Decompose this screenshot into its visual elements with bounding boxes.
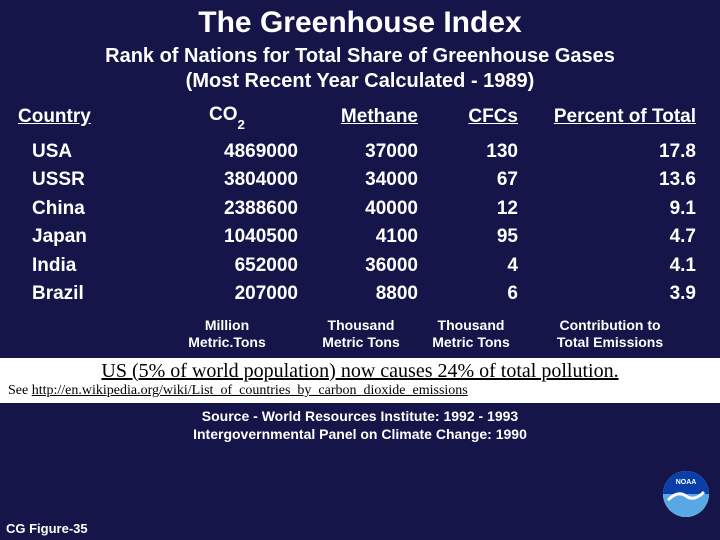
cell-country: USSR bbox=[18, 166, 156, 195]
cell-country: India bbox=[18, 252, 156, 281]
cell-cfcs: 6 bbox=[424, 280, 524, 309]
cell-country: China bbox=[18, 195, 156, 224]
cell-methane: 34000 bbox=[304, 166, 424, 195]
cell-co2: 207000 bbox=[156, 280, 304, 309]
callout-headline: US (5% of world population) now causes 2… bbox=[6, 360, 714, 383]
reference-link[interactable]: http://en.wikipedia.org/wiki/List_of_cou… bbox=[32, 383, 468, 398]
cell-country: Brazil bbox=[18, 280, 156, 309]
svg-text:NOAA: NOAA bbox=[676, 479, 697, 486]
cell-percent: 4.7 bbox=[524, 223, 702, 252]
cell-methane: 8800 bbox=[304, 280, 424, 309]
cell-methane: 37000 bbox=[304, 138, 424, 167]
source-line-1: Source - World Resources Institute: 1992… bbox=[0, 407, 720, 425]
unit-percent: Contribution toTotal Emissions bbox=[524, 317, 702, 352]
cell-cfcs: 12 bbox=[424, 195, 524, 224]
unit-cfcs: ThousandMetric Tons bbox=[424, 317, 524, 352]
unit-co2: MillionMetric.Tons bbox=[156, 317, 304, 352]
table-row: USA48690003700013017.8 bbox=[18, 138, 702, 167]
data-table: Country CO2 Methane CFCs Percent of Tota… bbox=[18, 104, 702, 352]
cell-co2: 4869000 bbox=[156, 138, 304, 167]
cell-percent: 9.1 bbox=[524, 195, 702, 224]
cell-percent: 17.8 bbox=[524, 138, 702, 167]
cell-country: Japan bbox=[18, 223, 156, 252]
cell-co2: 652000 bbox=[156, 252, 304, 281]
cell-methane: 4100 bbox=[304, 223, 424, 252]
table-row: India6520003600044.1 bbox=[18, 252, 702, 281]
page-subtitle: Rank of Nations for Total Share of Green… bbox=[0, 44, 720, 94]
page-title: The Greenhouse Index bbox=[0, 0, 720, 40]
cell-co2: 1040500 bbox=[156, 223, 304, 252]
unit-methane: ThousandMetric Tons bbox=[304, 317, 424, 352]
subtitle-line-2: (Most Recent Year Calculated - 1989) bbox=[0, 69, 720, 94]
table-row: USSR3804000340006713.6 bbox=[18, 166, 702, 195]
callout-box: US (5% of world population) now causes 2… bbox=[0, 358, 720, 403]
cell-methane: 40000 bbox=[304, 195, 424, 224]
cell-co2: 2388600 bbox=[156, 195, 304, 224]
figure-label: CG Figure-35 bbox=[6, 521, 88, 536]
table-units-row: MillionMetric.Tons ThousandMetric Tons T… bbox=[18, 317, 702, 352]
cell-percent: 13.6 bbox=[524, 166, 702, 195]
cell-cfcs: 130 bbox=[424, 138, 524, 167]
cell-percent: 3.9 bbox=[524, 280, 702, 309]
header-cfcs: CFCs bbox=[468, 106, 518, 127]
table-row: Japan10405004100954.7 bbox=[18, 223, 702, 252]
header-country: Country bbox=[18, 106, 91, 127]
noaa-logo-icon: NOAA bbox=[662, 470, 710, 518]
cell-country: USA bbox=[18, 138, 156, 167]
header-percent: Percent of Total bbox=[554, 106, 696, 127]
callout-reference: See http://en.wikipedia.org/wiki/List_of… bbox=[6, 383, 714, 399]
cell-percent: 4.1 bbox=[524, 252, 702, 281]
cell-cfcs: 95 bbox=[424, 223, 524, 252]
cell-methane: 36000 bbox=[304, 252, 424, 281]
table-header-row: Country CO2 Methane CFCs Percent of Tota… bbox=[18, 104, 702, 128]
header-methane: Methane bbox=[341, 106, 418, 127]
subtitle-line-1: Rank of Nations for Total Share of Green… bbox=[0, 44, 720, 69]
source-line-2: Intergovernmental Panel on Climate Chang… bbox=[0, 425, 720, 443]
cell-cfcs: 4 bbox=[424, 252, 524, 281]
cell-co2: 3804000 bbox=[156, 166, 304, 195]
cell-cfcs: 67 bbox=[424, 166, 524, 195]
source-credits: Source - World Resources Institute: 1992… bbox=[0, 407, 720, 443]
table-row: Brazil207000880063.9 bbox=[18, 280, 702, 309]
header-co2: CO2 bbox=[156, 104, 304, 128]
table-row: China238860040000129.1 bbox=[18, 195, 702, 224]
